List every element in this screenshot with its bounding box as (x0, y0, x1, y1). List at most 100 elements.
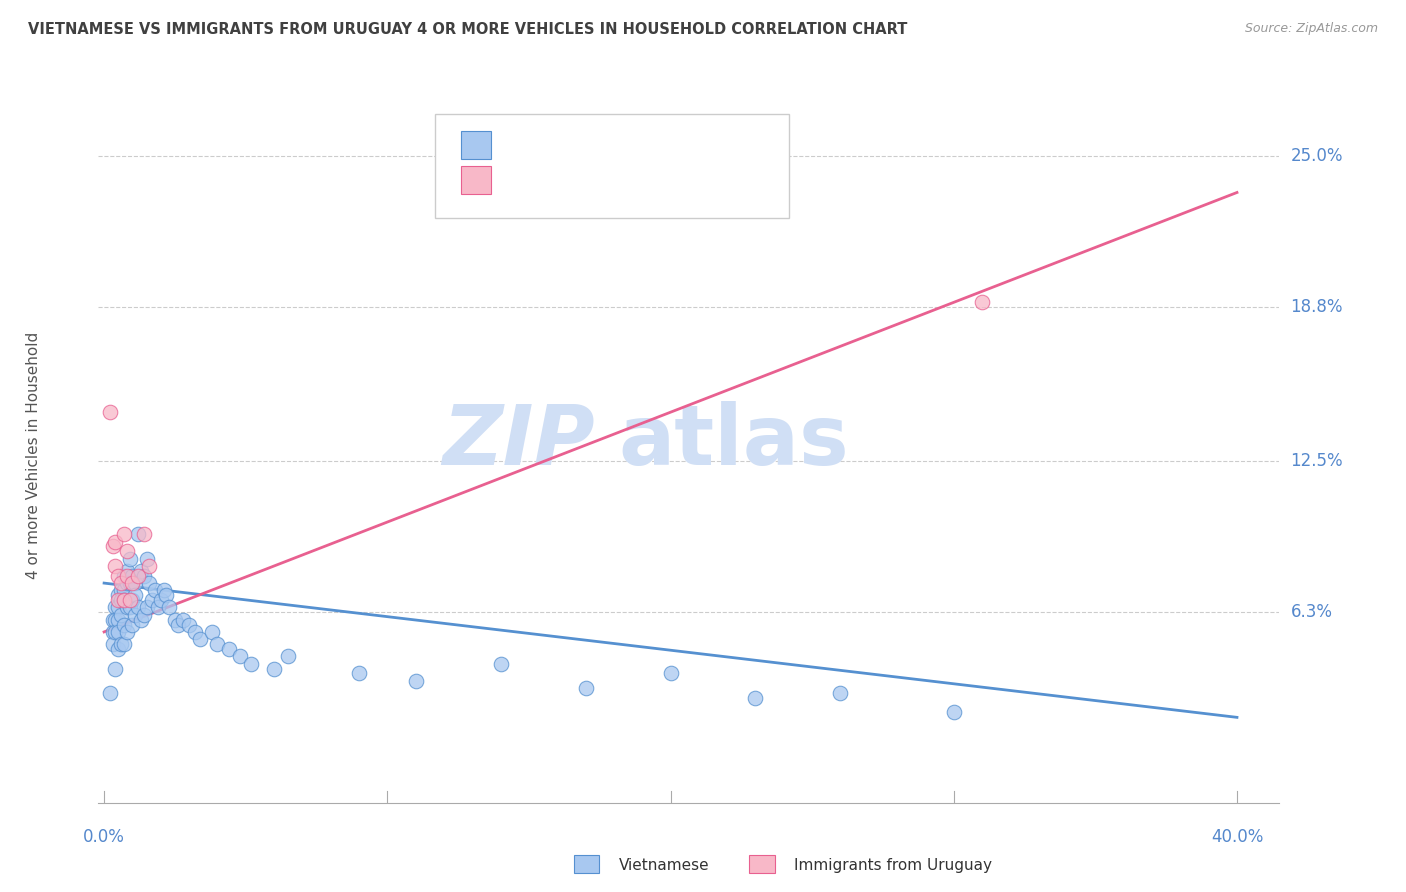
Point (101, 613, 124, 627)
Point (172, 613, 194, 627)
Point (110, 637, 132, 651)
Point (183, 624, 205, 639)
Point (110, 593, 132, 607)
Bar (461, 166, 491, 194)
FancyBboxPatch shape (434, 114, 789, 219)
Point (110, 607, 132, 622)
Text: Source: ZipAtlas.com: Source: ZipAtlas.com (1244, 22, 1378, 36)
Text: 72: 72 (695, 137, 716, 153)
Point (574, 681, 596, 695)
Text: 0.576: 0.576 (560, 172, 607, 187)
Text: VIETNAMESE VS IMMIGRANTS FROM URUGUAY 4 OR MORE VEHICLES IN HOUSEHOLD CORRELATIO: VIETNAMESE VS IMMIGRANTS FROM URUGUAY 4 … (28, 22, 907, 37)
Point (101, 624, 124, 639)
Point (127, 600, 149, 615)
Point (830, 686, 852, 700)
Point (970, 295, 993, 310)
Point (118, 551, 141, 566)
Point (124, 588, 146, 602)
Point (112, 617, 135, 632)
Point (107, 588, 129, 602)
Point (201, 624, 224, 639)
Point (115, 600, 138, 615)
Point (155, 588, 177, 602)
Text: N =: N = (636, 137, 679, 153)
Point (744, 690, 766, 705)
Point (104, 600, 127, 615)
Point (107, 642, 129, 657)
Point (277, 649, 299, 664)
Point (489, 657, 512, 671)
Point (98, 405, 121, 419)
Text: 12.5%: 12.5% (1291, 452, 1343, 470)
Point (107, 600, 129, 615)
Point (104, 661, 127, 675)
Text: R =: R = (503, 137, 537, 153)
Point (132, 568, 155, 582)
Point (207, 637, 229, 651)
Text: Immigrants from Uruguay: Immigrants from Uruguay (794, 858, 993, 872)
Point (104, 613, 127, 627)
Point (229, 649, 252, 664)
Point (107, 624, 129, 639)
Point (118, 593, 141, 607)
Point (166, 617, 188, 632)
Point (112, 583, 135, 598)
Text: 40.0%: 40.0% (1211, 828, 1263, 846)
Text: N =: N = (636, 172, 679, 187)
Point (115, 576, 138, 591)
Point (112, 593, 135, 607)
Point (104, 559, 127, 574)
Point (659, 666, 682, 681)
Point (121, 593, 143, 607)
Point (942, 706, 965, 720)
Point (127, 568, 149, 582)
Point (112, 527, 135, 541)
Point (132, 527, 155, 541)
Point (107, 613, 129, 627)
Text: ZIP: ZIP (441, 401, 595, 482)
Text: 18.8%: 18.8% (1291, 298, 1343, 317)
Point (115, 564, 138, 578)
Point (405, 673, 427, 688)
Point (107, 593, 129, 607)
Point (101, 540, 124, 554)
Point (104, 624, 127, 639)
Point (98, 686, 121, 700)
Point (115, 568, 138, 582)
Point (118, 576, 141, 591)
Bar (574, 855, 599, 873)
Point (104, 534, 127, 549)
Point (240, 657, 263, 671)
Point (132, 607, 155, 622)
Point (112, 637, 135, 651)
Point (121, 568, 143, 582)
Point (149, 593, 172, 607)
Point (157, 600, 180, 615)
Text: 17: 17 (695, 172, 716, 187)
Bar (749, 855, 775, 873)
Point (143, 583, 166, 598)
Point (141, 593, 163, 607)
Point (135, 551, 157, 566)
Point (118, 600, 141, 615)
Text: 4 or more Vehicles in Household: 4 or more Vehicles in Household (25, 331, 41, 579)
Text: 0.0%: 0.0% (83, 828, 125, 846)
Point (263, 661, 285, 675)
Point (124, 576, 146, 591)
Point (190, 632, 212, 647)
Point (218, 642, 240, 657)
Point (129, 613, 152, 627)
Text: -0.365: -0.365 (560, 137, 613, 153)
Text: 6.3%: 6.3% (1291, 603, 1333, 622)
Point (115, 544, 138, 558)
Point (121, 576, 143, 591)
Point (127, 527, 149, 541)
Text: R =: R = (503, 172, 541, 187)
Bar (461, 131, 491, 159)
Point (110, 576, 132, 591)
Point (177, 617, 200, 632)
Point (112, 568, 135, 582)
Point (115, 624, 138, 639)
Point (129, 564, 152, 578)
Point (347, 666, 370, 681)
